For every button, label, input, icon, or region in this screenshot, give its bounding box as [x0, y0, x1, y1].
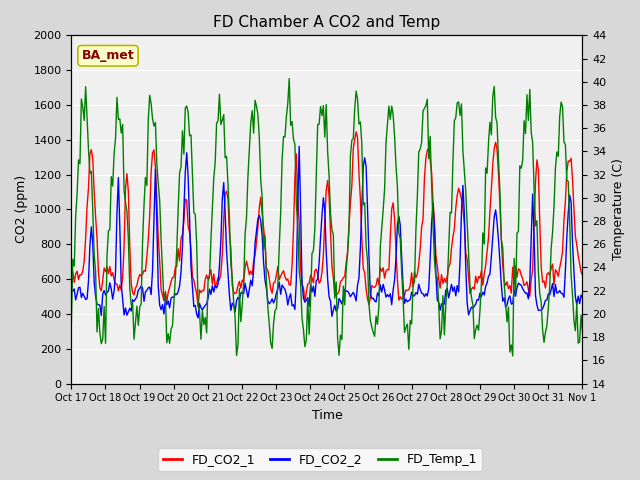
- Title: FD Chamber A CO2 and Temp: FD Chamber A CO2 and Temp: [213, 15, 440, 30]
- Text: BA_met: BA_met: [82, 49, 134, 62]
- Y-axis label: Temperature (C): Temperature (C): [612, 158, 625, 260]
- Y-axis label: CO2 (ppm): CO2 (ppm): [15, 175, 28, 243]
- X-axis label: Time: Time: [312, 409, 342, 422]
- Legend: FD_CO2_1, FD_CO2_2, FD_Temp_1: FD_CO2_1, FD_CO2_2, FD_Temp_1: [158, 448, 482, 471]
